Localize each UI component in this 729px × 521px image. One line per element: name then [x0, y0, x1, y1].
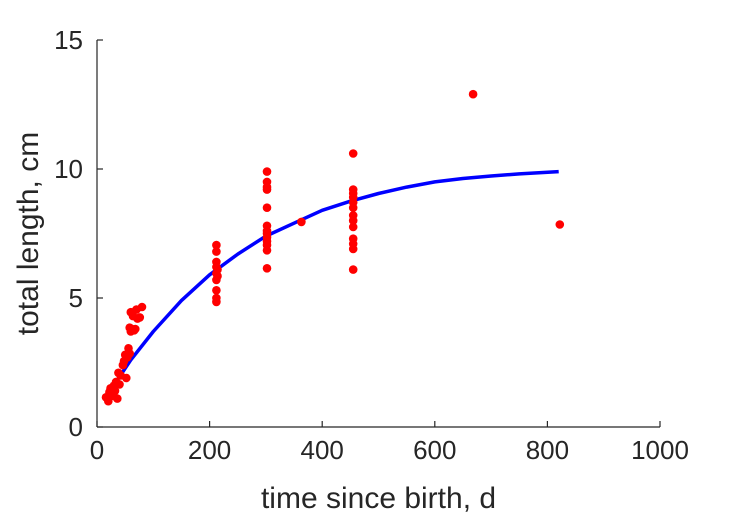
y-axis-title: total length, cm [12, 132, 45, 335]
data-point [348, 149, 358, 158]
y-tick-label: 15 [54, 25, 83, 55]
data-point [262, 221, 272, 231]
data-point [131, 324, 140, 334]
data-point [213, 271, 222, 281]
data-point [113, 394, 122, 403]
x-axis-title: time since birth, d [261, 482, 496, 515]
data-point [468, 89, 478, 99]
data-point [262, 264, 272, 273]
plot-area [101, 89, 565, 406]
data-point [212, 293, 221, 303]
x-tick-label: 800 [526, 435, 569, 465]
axis-labels: time since birth, d total length, cm [12, 132, 496, 515]
data-point [348, 211, 358, 220]
data-point [212, 257, 221, 267]
x-tick-label: 200 [188, 435, 231, 465]
data-point [262, 177, 272, 187]
x-tick-label: 0 [90, 435, 104, 465]
data-point [135, 313, 145, 322]
fit-curve [106, 169, 559, 395]
data-point [125, 349, 134, 358]
axes: 0 200 400 600 800 1000 0 5 10 15 [54, 25, 689, 465]
x-tick-label: 400 [301, 435, 344, 465]
data-point [262, 167, 272, 176]
x-tick-label: 1000 [631, 435, 689, 465]
data-point [212, 240, 221, 250]
y-tick-label: 10 [54, 154, 83, 184]
y-tick-label: 0 [69, 412, 83, 442]
y-tick-label: 5 [69, 283, 83, 313]
x-tick-label: 600 [413, 435, 456, 465]
data-point [555, 220, 565, 229]
data-point [297, 217, 306, 227]
data-point [212, 286, 221, 295]
data-point [110, 386, 120, 396]
data-point [212, 247, 221, 256]
data-point [122, 373, 131, 383]
data-point [348, 265, 358, 274]
data-point [137, 302, 147, 312]
data-point [348, 185, 358, 194]
data-point [115, 380, 124, 389]
data-point [262, 203, 272, 212]
data-point [348, 222, 358, 232]
data-point [348, 234, 358, 243]
data-point [213, 265, 222, 274]
